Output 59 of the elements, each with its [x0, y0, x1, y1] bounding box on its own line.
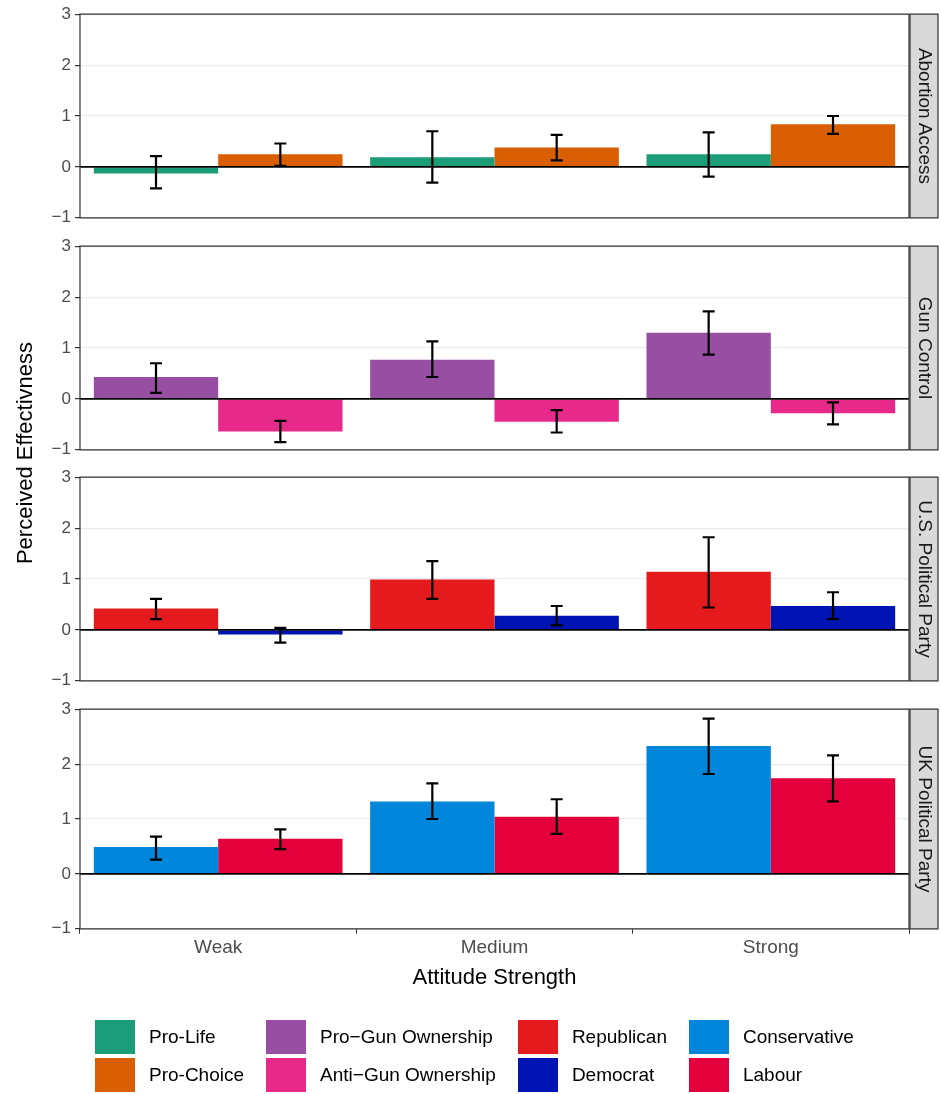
y-tick-label: −1 [51, 438, 71, 458]
text: Gun Control [914, 296, 936, 399]
legend-label: Anti−Gun Ownership [320, 1064, 496, 1086]
bar [93, 376, 219, 398]
y-tick-label: 2 [61, 753, 71, 773]
y-tick-label: −1 [51, 207, 71, 227]
bar [494, 147, 619, 167]
y-tick-label: 3 [61, 235, 71, 255]
y-tick-label: 2 [61, 517, 71, 537]
bar [218, 399, 343, 431]
bar [494, 399, 619, 422]
bar [646, 332, 771, 398]
legend-label: Republican [571, 1026, 667, 1048]
legend-label: Pro−Gun Ownership [320, 1026, 493, 1048]
y-tick-label: 1 [61, 568, 71, 588]
bar [646, 154, 771, 167]
y-tick-label: 1 [61, 808, 71, 828]
y-tick-label: −1 [51, 670, 71, 690]
bar [218, 154, 343, 167]
y-tick-label: 3 [61, 698, 71, 718]
bar [370, 579, 495, 630]
bar [770, 124, 896, 167]
y-tick-label: 3 [61, 3, 71, 23]
bar [646, 745, 771, 873]
bar [494, 816, 619, 873]
bar [646, 571, 771, 630]
x-tick-label: Medium [460, 935, 529, 957]
legend-label: Labour [742, 1064, 803, 1086]
y-tick-label: 0 [61, 388, 71, 408]
y-tick-label: 1 [61, 337, 71, 357]
bar [370, 800, 495, 873]
bar [770, 777, 896, 873]
y-axis-title: Perceived Effectivness [12, 340, 38, 567]
x-tick-label: Weak [194, 935, 243, 957]
y-tick-label: 2 [61, 54, 71, 74]
y-tick-label: 0 [61, 619, 71, 639]
text: UK Political Party [914, 745, 936, 893]
bar [93, 846, 219, 873]
bar [494, 615, 619, 630]
bar [370, 157, 495, 167]
bar [370, 359, 495, 398]
bar [770, 399, 896, 413]
bar [770, 605, 896, 630]
y-tick-label: 0 [61, 156, 71, 176]
x-axis-title: Attitude Strength [412, 963, 577, 989]
y-tick-label: 0 [61, 863, 71, 883]
x-tick-label: Strong [742, 935, 799, 957]
legend-label: Conservative [742, 1026, 854, 1048]
bar [93, 608, 219, 630]
text: Abortion Access [914, 47, 936, 185]
y-tick-label: 3 [61, 466, 71, 486]
legend-label: Democrat [571, 1064, 655, 1086]
y-tick-label: 2 [61, 286, 71, 306]
bar [218, 838, 343, 873]
y-tick-label: 1 [61, 105, 71, 125]
legend-label: Pro-Choice [149, 1064, 245, 1086]
y-tick-label: −1 [51, 917, 71, 937]
legend-label: Pro-Life [149, 1026, 216, 1048]
text: U.S. Political Party [914, 500, 936, 659]
